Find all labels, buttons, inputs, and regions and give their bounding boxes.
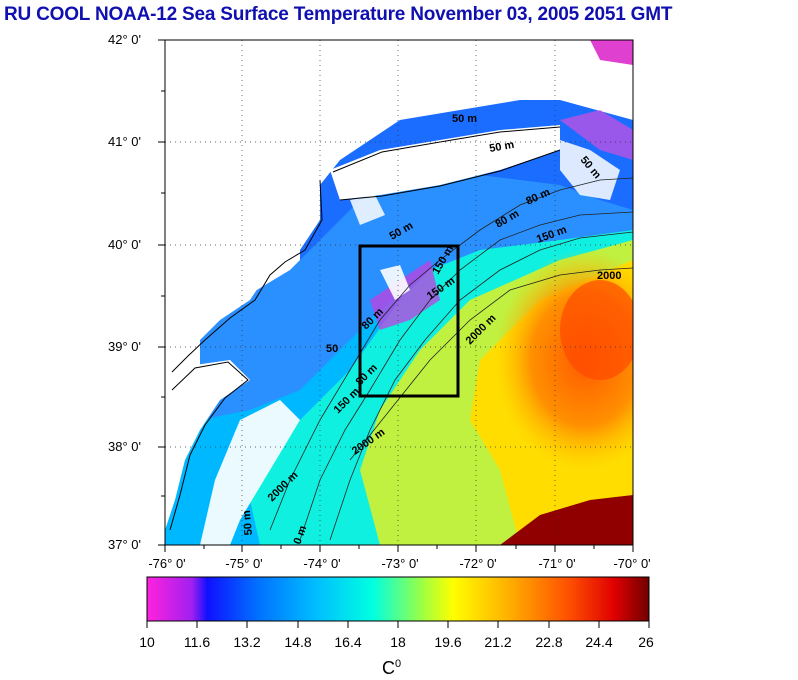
colorbar-tick-label: 16.4 [334, 634, 362, 650]
lat-label: 37° 0' [108, 537, 141, 552]
unit-superscript: 0 [395, 658, 402, 670]
lat-label: 42° 0' [108, 32, 141, 47]
sst-field [165, 40, 633, 545]
coastline [169, 126, 561, 531]
lon-label: -73° 0' [381, 556, 419, 571]
colorbar-unit: C0 [382, 658, 401, 679]
colorbar-tick-label: 22.8 [535, 634, 563, 650]
contour-label: 2000 [597, 270, 621, 282]
colorbar-tick-label: 24.4 [585, 634, 613, 650]
colorbar-tick-label: 11.6 [183, 634, 211, 650]
graticule [165, 40, 633, 545]
bathymetry-contours [269, 177, 633, 541]
lat-label: 38° 0' [108, 439, 141, 454]
lat-label: 39° 0' [108, 339, 141, 354]
colorbar-tick-label: 10 [139, 634, 155, 650]
colorbar-tick-label: 18 [390, 634, 406, 650]
colorbar-tick-label: 14.8 [284, 634, 312, 650]
contour-label: 50 m [452, 113, 477, 125]
lon-label: -74° 0' [303, 556, 341, 571]
contour-label: 50 m [488, 139, 515, 155]
lat-label: 40° 0' [108, 237, 141, 252]
lon-label: -71° 0' [538, 556, 576, 571]
contour-label: 50 [326, 343, 338, 355]
map-ticks [158, 39, 634, 552]
colorbar-ticks [146, 621, 650, 628]
lon-label: -75° 0' [225, 556, 263, 571]
map-border [164, 39, 634, 546]
lon-label: -72° 0' [459, 556, 497, 571]
colorbar-tick-label: 26 [638, 634, 654, 650]
colorbar-tick-label: 19.6 [434, 634, 462, 650]
colorbar-tick-label: 21.2 [484, 634, 512, 650]
contour-label: 50 m [241, 510, 255, 536]
lon-label: -76° 0' [148, 556, 186, 571]
study-region-box [358, 244, 460, 398]
lon-label: -70° 0' [613, 556, 651, 571]
map-title: RU COOL NOAA-12 Sea Surface Temperature … [4, 4, 673, 25]
unit-text: C [382, 658, 395, 678]
lat-label: 41° 0' [108, 134, 141, 149]
colorbar-tick-label: 13.2 [233, 634, 261, 650]
colorbar [146, 576, 650, 622]
